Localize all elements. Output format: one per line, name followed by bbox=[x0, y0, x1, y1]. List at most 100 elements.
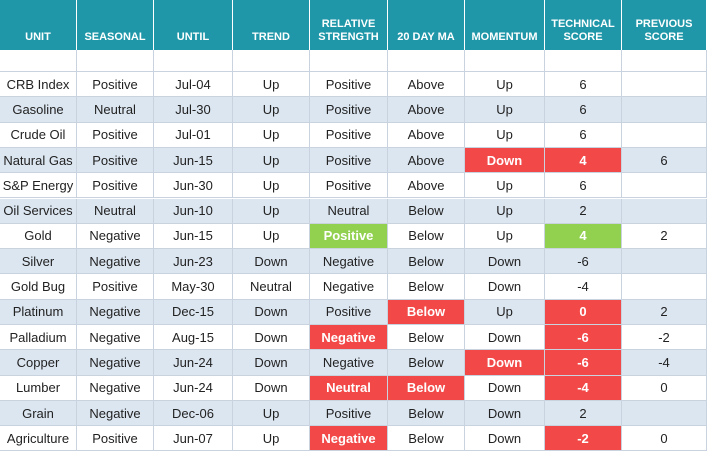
data-cell: Up bbox=[233, 173, 310, 199]
data-cell: Up bbox=[465, 223, 545, 250]
data-cell: Up bbox=[465, 72, 545, 98]
spacer-cell bbox=[545, 50, 622, 72]
unit-cell: Copper bbox=[0, 350, 77, 376]
data-cell: Dec-06 bbox=[154, 400, 233, 427]
data-cell: Up bbox=[233, 97, 310, 123]
data-cell: Down bbox=[465, 350, 545, 376]
spacer-cell bbox=[388, 50, 465, 72]
data-cell: Positive bbox=[77, 147, 154, 174]
data-cell: -6 bbox=[545, 325, 622, 351]
spacer-cell bbox=[0, 50, 77, 72]
data-cell: Up bbox=[233, 122, 310, 148]
data-cell: Jun-15 bbox=[154, 223, 233, 250]
data-cell: Negative bbox=[77, 249, 154, 275]
data-cell: Positive bbox=[77, 122, 154, 148]
data-cell bbox=[622, 97, 707, 123]
data-cell bbox=[622, 72, 707, 98]
data-cell: 0 bbox=[545, 299, 622, 325]
data-cell bbox=[622, 400, 707, 427]
data-cell: 4 bbox=[545, 223, 622, 250]
data-cell: Positive bbox=[310, 299, 388, 325]
unit-cell: Oil Services bbox=[0, 198, 77, 224]
data-cell: Down bbox=[465, 375, 545, 401]
unit-cell: Platinum bbox=[0, 299, 77, 325]
unit-cell: Lumber bbox=[0, 375, 77, 401]
data-cell: 6 bbox=[545, 72, 622, 98]
data-cell: Positive bbox=[310, 223, 388, 250]
data-cell: -4 bbox=[545, 375, 622, 401]
header-cell: TECHNICAL SCORE bbox=[545, 0, 622, 50]
data-cell: Down bbox=[465, 249, 545, 275]
data-cell: Down bbox=[233, 350, 310, 376]
data-cell: Below bbox=[388, 223, 465, 250]
data-cell: Up bbox=[233, 426, 310, 452]
data-cell: Neutral bbox=[77, 97, 154, 123]
data-cell: Below bbox=[388, 325, 465, 351]
header-cell: SEASONAL bbox=[77, 0, 154, 50]
unit-cell: Gold Bug bbox=[0, 274, 77, 300]
data-cell: Positive bbox=[310, 147, 388, 174]
data-cell: Negative bbox=[310, 426, 388, 452]
data-cell: Up bbox=[233, 198, 310, 224]
data-cell: Neutral bbox=[310, 198, 388, 224]
data-cell: Negative bbox=[77, 325, 154, 351]
data-cell: Below bbox=[388, 249, 465, 275]
data-cell: Above bbox=[388, 173, 465, 199]
data-cell: Positive bbox=[310, 72, 388, 98]
data-cell: -4 bbox=[545, 274, 622, 300]
data-cell: Up bbox=[233, 400, 310, 427]
data-cell: Down bbox=[465, 400, 545, 427]
unit-cell: Agriculture bbox=[0, 426, 77, 452]
data-cell: Down bbox=[233, 299, 310, 325]
data-cell: Positive bbox=[310, 122, 388, 148]
unit-cell: Silver bbox=[0, 249, 77, 275]
data-cell: Jun-15 bbox=[154, 147, 233, 174]
data-cell: Aug-15 bbox=[154, 325, 233, 351]
data-cell bbox=[622, 274, 707, 300]
data-cell: Down bbox=[465, 426, 545, 452]
data-cell: 6 bbox=[545, 122, 622, 148]
data-cell: Negative bbox=[310, 325, 388, 351]
data-cell: Below bbox=[388, 274, 465, 300]
data-cell: Negative bbox=[310, 274, 388, 300]
data-cell: Up bbox=[233, 223, 310, 250]
header-cell: MOMENTUM bbox=[465, 0, 545, 50]
data-cell: Jun-24 bbox=[154, 350, 233, 376]
header-cell: PREVIOUS SCORE bbox=[622, 0, 707, 50]
data-cell: 4 bbox=[545, 147, 622, 174]
spacer-cell bbox=[233, 50, 310, 72]
unit-cell: Gold bbox=[0, 223, 77, 250]
data-cell: 0 bbox=[622, 426, 707, 452]
data-cell bbox=[622, 198, 707, 224]
data-cell: Negative bbox=[77, 223, 154, 250]
unit-cell: Palladium bbox=[0, 325, 77, 351]
unit-cell: Natural Gas bbox=[0, 147, 77, 174]
data-cell: Neutral bbox=[77, 198, 154, 224]
data-cell: 2 bbox=[622, 299, 707, 325]
data-cell: Negative bbox=[77, 350, 154, 376]
data-cell: Negative bbox=[77, 299, 154, 325]
data-cell bbox=[622, 249, 707, 275]
data-cell: Down bbox=[233, 325, 310, 351]
data-cell: Above bbox=[388, 72, 465, 98]
data-cell: Up bbox=[233, 147, 310, 174]
header-cell: TREND bbox=[233, 0, 310, 50]
data-cell: -4 bbox=[622, 350, 707, 376]
unit-cell: S&P Energy bbox=[0, 173, 77, 199]
data-cell: Below bbox=[388, 426, 465, 452]
data-cell: Down bbox=[233, 375, 310, 401]
data-cell: 6 bbox=[622, 147, 707, 174]
data-cell: Below bbox=[388, 400, 465, 427]
spacer-cell bbox=[465, 50, 545, 72]
data-cell: Jul-30 bbox=[154, 97, 233, 123]
data-cell: Up bbox=[465, 122, 545, 148]
header-cell: UNTIL bbox=[154, 0, 233, 50]
data-cell bbox=[622, 173, 707, 199]
unit-cell: Gasoline bbox=[0, 97, 77, 123]
data-cell: 2 bbox=[622, 223, 707, 250]
unit-cell: CRB Index bbox=[0, 72, 77, 98]
data-cell: 2 bbox=[545, 400, 622, 427]
header-cell: 20 DAY MA bbox=[388, 0, 465, 50]
data-cell: Jul-01 bbox=[154, 122, 233, 148]
